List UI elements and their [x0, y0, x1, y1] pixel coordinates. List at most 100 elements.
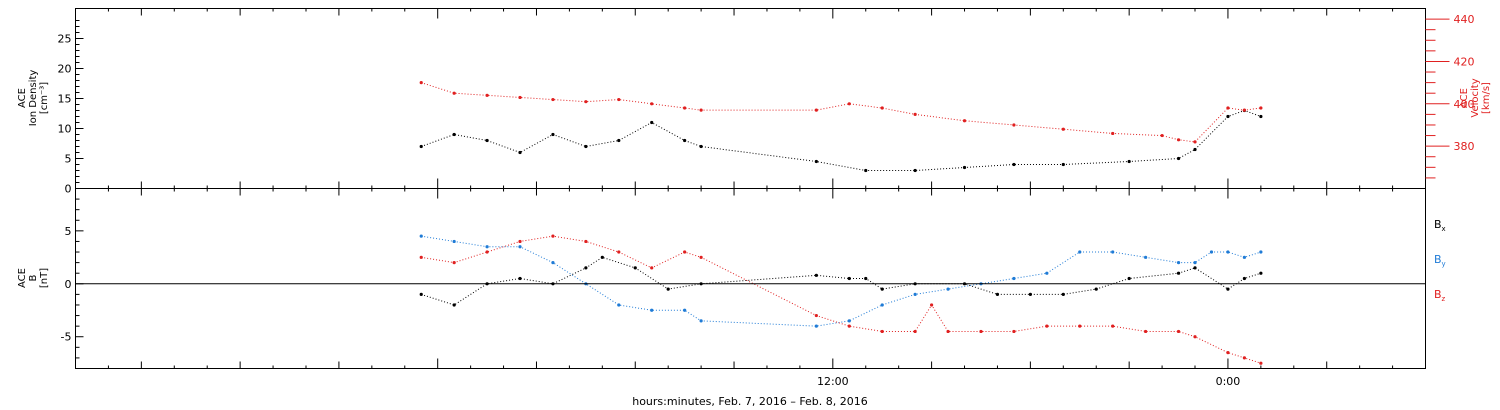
velocity-point [518, 95, 522, 100]
ion-density-point [419, 144, 423, 149]
velocity-point [847, 102, 851, 106]
ion-density-line [421, 109, 1262, 171]
by-point [1012, 276, 1016, 281]
bz-line [421, 235, 1262, 364]
bx-point [600, 255, 604, 259]
bx-point [814, 273, 818, 277]
velocity-point [880, 106, 884, 110]
ion-density-point [1061, 162, 1065, 167]
velocity-point [1242, 108, 1247, 112]
bx-point [452, 303, 456, 307]
velocity-axis-title-line: ACE [1459, 88, 1470, 108]
bz-point [1176, 329, 1181, 334]
by-point [699, 319, 703, 323]
density-tick-label: 0 [65, 183, 72, 196]
by-point [551, 261, 555, 265]
bx-point [518, 276, 522, 281]
by-point [1111, 250, 1115, 254]
b-axis-title-line: B [28, 274, 39, 281]
velocity-point [485, 93, 489, 97]
density-tick-label: 5 [65, 153, 72, 166]
b-axis-title-line: ACE [17, 268, 28, 288]
velocity-point [1176, 138, 1181, 142]
by-point [814, 324, 818, 328]
bz-point [518, 239, 522, 244]
density-axis-title-line: Ion Density [28, 70, 39, 127]
bx-point [1127, 276, 1131, 281]
velocity-axis-title: ACE Velocity [km/s] [1459, 78, 1492, 117]
by-point [1144, 255, 1148, 259]
b-tick-label: 0 [65, 278, 72, 291]
by-point [452, 239, 456, 244]
b-axis-title-line: [nT] [39, 268, 50, 288]
bx-point [1242, 276, 1247, 281]
bx-point [1094, 287, 1098, 291]
ion-density-point [1259, 114, 1263, 119]
velocity-point [1193, 140, 1197, 144]
by-point [1045, 271, 1049, 275]
ion-density-point [962, 165, 967, 170]
bz-point [1012, 329, 1016, 334]
ion-density-point [518, 150, 522, 155]
ion-density-point [814, 159, 818, 164]
velocity-point [452, 91, 456, 95]
bz-point [946, 329, 950, 334]
by-point [419, 234, 423, 238]
bz-point [1259, 361, 1263, 365]
bx-point [847, 276, 851, 281]
x-axis-title: hours:minutes, Feb. 7, 2016 – Feb. 8, 20… [632, 395, 868, 408]
ion-density-point [1012, 162, 1016, 167]
bz-point [979, 329, 983, 334]
ion-density-point [683, 138, 687, 143]
ion-density-point [485, 138, 489, 143]
velocity-point [419, 81, 423, 85]
bz-point [880, 329, 884, 334]
bx-point [584, 266, 588, 270]
legend-by: By [1434, 253, 1446, 268]
ion-density-point [584, 144, 588, 149]
density-tick-label: 25 [58, 33, 72, 46]
ion-density-point [551, 132, 555, 137]
velocity-point [913, 112, 917, 116]
bz-point [1144, 329, 1148, 334]
bx-point [1028, 292, 1032, 296]
ion-density-point [1127, 159, 1131, 164]
bz-point [452, 261, 456, 265]
velocity-tick-label: 420 [1454, 55, 1475, 68]
velocity-tick-label: 440 [1454, 13, 1475, 26]
by-point [617, 303, 621, 307]
ion-density-point [864, 168, 868, 173]
bz-point [1078, 324, 1082, 328]
bz-point [699, 255, 703, 259]
density-tick-label: 20 [58, 63, 72, 76]
ion-density-point [1193, 147, 1197, 152]
by-point [1176, 261, 1181, 265]
bx-point [419, 292, 423, 296]
by-point [683, 308, 687, 312]
top-panel-frame [75, 8, 1426, 189]
velocity-point [1111, 131, 1115, 136]
bz-point [814, 313, 818, 318]
bz-point [1045, 324, 1049, 328]
bottom-panel-frame [75, 188, 1426, 369]
bx-line [421, 256, 1262, 306]
velocity-axis-title-line: [km/s] [1481, 82, 1492, 114]
x-tick-label: 0:00 [1216, 375, 1241, 388]
ion-density-point [650, 120, 654, 125]
velocity-line [421, 82, 1261, 143]
bz-point [847, 324, 851, 328]
bx-point [666, 287, 670, 291]
bz-point [1226, 351, 1230, 355]
ion-density-point [452, 132, 456, 137]
bx-point [880, 287, 884, 291]
ion-density-point [617, 138, 621, 143]
bx-point [633, 266, 637, 270]
by-point [880, 303, 884, 307]
bz-point [551, 234, 555, 238]
by-point [847, 319, 851, 323]
velocity-point [551, 97, 555, 102]
b-tick-label: -5 [61, 331, 72, 344]
velocity-axis-title-line: Velocity [1470, 78, 1481, 117]
by-point [1242, 255, 1247, 259]
